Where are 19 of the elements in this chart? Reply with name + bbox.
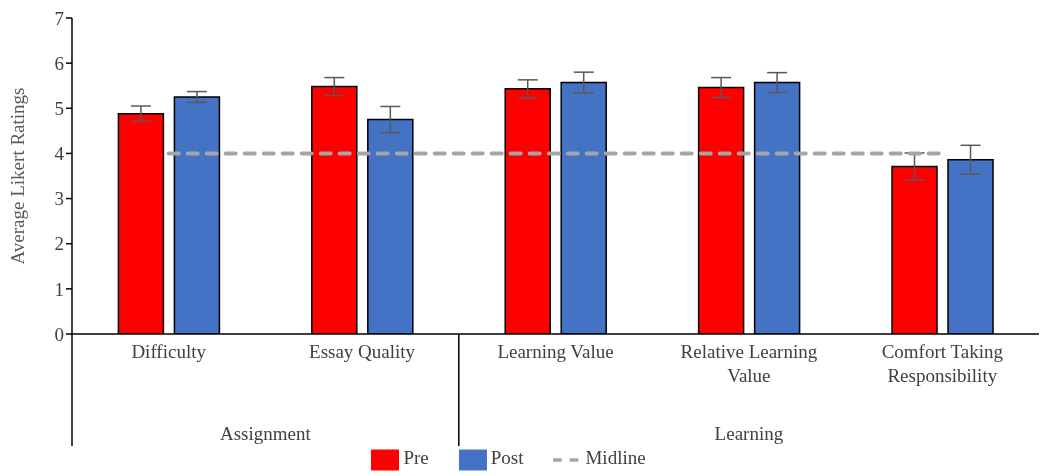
- text: Assignment: [220, 423, 312, 444]
- y-tick-label: 7: [54, 7, 64, 29]
- y-tick-label: 6: [54, 52, 64, 74]
- y-axis-title: Average Likert Ratings: [6, 87, 28, 265]
- x-tick-label: Learning Value: [497, 341, 614, 362]
- y-tick-label: 4: [54, 143, 65, 165]
- x-tick-label: Difficulty: [131, 341, 207, 362]
- x-tick-label: Essay Quality: [309, 341, 416, 362]
- y-tick-label: 1: [54, 278, 64, 300]
- x-tick-label: Comfort Taking Responsibility: [881, 341, 1004, 386]
- y-tick-label: 2: [54, 233, 64, 255]
- y-tick-label: 5: [54, 98, 64, 120]
- x-tick-label: Relative Learning Value: [680, 341, 818, 386]
- legend-label: Midline: [585, 447, 646, 469]
- text: Learning: [714, 423, 784, 444]
- legend-label: Pre: [403, 447, 429, 469]
- y-tick-label: 3: [54, 188, 64, 210]
- y-tick-label: 0: [54, 323, 64, 345]
- legend-label: Post: [490, 447, 524, 469]
